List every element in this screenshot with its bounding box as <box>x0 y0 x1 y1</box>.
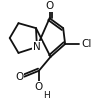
Text: O: O <box>45 1 54 11</box>
Text: N: N <box>33 42 41 52</box>
Text: O: O <box>35 82 43 92</box>
Text: H: H <box>43 91 50 100</box>
Text: O: O <box>15 72 23 82</box>
Text: Cl: Cl <box>82 39 92 49</box>
